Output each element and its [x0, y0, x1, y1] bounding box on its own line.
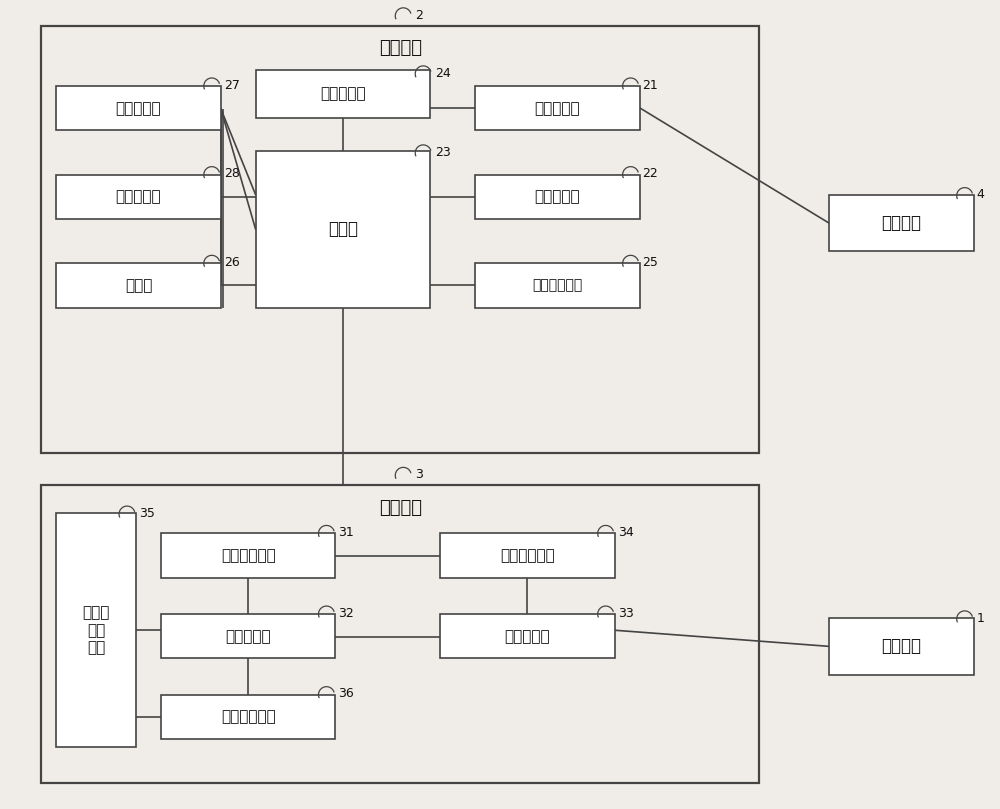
Text: 34: 34 [618, 526, 633, 539]
Text: 图像采集器: 图像采集器 [116, 100, 161, 116]
Bar [829, 618, 974, 675]
Text: 33: 33 [618, 607, 633, 620]
Bar [56, 86, 221, 130]
Text: 控制器: 控制器 [328, 220, 358, 238]
Text: 31: 31 [338, 526, 354, 539]
Bar [440, 533, 615, 578]
Bar [475, 86, 640, 130]
Bar [475, 175, 640, 219]
Text: 订票数据库: 订票数据库 [505, 629, 550, 644]
Bar [161, 614, 335, 659]
Text: 人脸认证组件: 人脸认证组件 [221, 709, 276, 724]
Text: 27: 27 [224, 78, 240, 91]
Text: 28: 28 [224, 167, 240, 180]
Text: 声纹认证组件: 声纹认证组件 [221, 549, 276, 563]
Bar [161, 533, 335, 578]
Bar [41, 485, 759, 783]
Text: 23: 23 [435, 146, 451, 159]
Bar [475, 264, 640, 307]
Bar [829, 195, 974, 252]
Text: 语音识别器: 语音识别器 [535, 189, 580, 205]
Text: 订票系统: 订票系统 [881, 637, 921, 655]
Text: 3: 3 [415, 468, 423, 481]
Text: 认证反馈装置: 认证反馈装置 [532, 278, 582, 293]
Bar [256, 150, 430, 307]
Bar [56, 514, 136, 748]
Bar [56, 175, 221, 219]
Bar [440, 614, 615, 659]
Text: 36: 36 [338, 688, 354, 701]
Text: 35: 35 [139, 506, 155, 520]
Text: 注册用户库: 注册用户库 [225, 629, 271, 644]
Bar [161, 695, 335, 739]
Text: 身份证
认证
组件: 身份证 认证 组件 [82, 605, 110, 655]
Text: 语音采集器: 语音采集器 [535, 100, 580, 116]
Text: 取票终端: 取票终端 [379, 39, 422, 57]
Text: 25: 25 [643, 256, 658, 269]
Text: 人体检测器: 人体检测器 [320, 87, 366, 102]
Text: 人脸识别器: 人脸识别器 [116, 189, 161, 205]
Text: 21: 21 [643, 78, 658, 91]
Text: 26: 26 [224, 256, 240, 269]
Text: 扫描器: 扫描器 [125, 278, 152, 293]
Bar [256, 70, 430, 118]
Text: 云服务器: 云服务器 [379, 498, 422, 517]
Text: 24: 24 [435, 66, 451, 79]
Text: 1: 1 [977, 612, 985, 625]
Bar [56, 264, 221, 307]
Text: 22: 22 [643, 167, 658, 180]
Bar [41, 26, 759, 453]
Text: 32: 32 [338, 607, 354, 620]
Text: 出票装置: 出票装置 [881, 214, 921, 232]
Text: 2: 2 [415, 9, 423, 22]
Text: 数据查询组件: 数据查询组件 [500, 549, 555, 563]
Text: 4: 4 [977, 188, 985, 201]
